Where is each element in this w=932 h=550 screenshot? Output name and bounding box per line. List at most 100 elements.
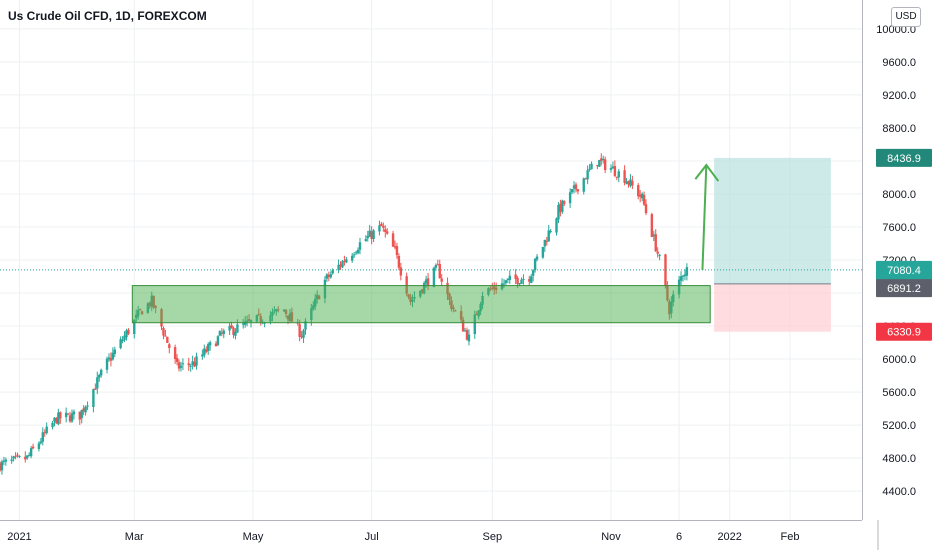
currency-button[interactable]: USD: [891, 7, 921, 27]
candle: [109, 352, 113, 367]
candle: [652, 230, 655, 241]
candle-body: [329, 274, 332, 278]
candle: [119, 336, 122, 350]
candle-body: [506, 278, 510, 280]
candle-body: [189, 365, 192, 367]
candle: [378, 220, 381, 236]
candle-body: [522, 278, 525, 280]
candle-body: [64, 412, 68, 418]
candle-body: [625, 181, 628, 184]
candle-body: [98, 374, 101, 378]
candle-body: [222, 330, 225, 335]
candle-body: [55, 418, 58, 424]
candle-body: [399, 267, 403, 276]
candle-body: [41, 432, 45, 442]
candle: [535, 254, 539, 262]
candle: [559, 199, 562, 217]
candle-body: [66, 413, 70, 415]
candle-body: [201, 354, 204, 357]
candle: [302, 328, 305, 343]
candle-body: [298, 324, 301, 337]
candle-body: [37, 443, 41, 449]
candle-body: [220, 332, 224, 334]
candle-body: [187, 363, 190, 366]
candle: [609, 164, 613, 173]
candle-body: [86, 405, 89, 407]
candle-body: [84, 406, 87, 413]
price-tick-label: 8800.0: [882, 123, 916, 135]
price-tick-label: 8000.0: [882, 189, 916, 201]
candle-body: [341, 261, 344, 268]
candle-body: [543, 239, 547, 247]
candle: [123, 331, 126, 343]
candle-body: [111, 352, 115, 360]
candle: [584, 177, 587, 180]
candle-body: [541, 246, 545, 258]
candle-body: [440, 278, 443, 282]
candle-body: [405, 276, 408, 294]
candle-body: [78, 411, 81, 420]
candle: [541, 246, 545, 259]
candle-body: [236, 324, 239, 333]
candle: [234, 328, 237, 340]
target-price-tag-label: 8436.9: [887, 153, 921, 165]
candle-body: [350, 255, 354, 261]
candle-body: [331, 270, 334, 274]
candle-body: [0, 463, 2, 471]
candle-body: [432, 267, 436, 288]
candle: [382, 222, 385, 232]
candle-body: [82, 408, 85, 412]
candle-body: [302, 330, 305, 338]
candle-body: [644, 204, 648, 214]
candle-body: [679, 276, 683, 281]
candle-body: [640, 193, 644, 199]
candle-body: [603, 159, 607, 171]
candle-body: [504, 280, 508, 284]
candle-body: [588, 168, 591, 170]
candle: [341, 260, 344, 269]
candle-body: [24, 456, 27, 460]
candle: [82, 405, 85, 416]
candle-body: [72, 411, 76, 415]
candle: [222, 328, 225, 339]
candle: [352, 252, 356, 258]
candle: [574, 182, 578, 193]
price-tick-label: 9600.0: [882, 57, 916, 69]
candle-body: [528, 279, 531, 282]
candle: [386, 228, 389, 235]
candle-body: [4, 459, 8, 462]
candle-body: [372, 230, 375, 239]
candle-body: [300, 335, 303, 338]
candle: [66, 413, 70, 416]
price-tick-label: 6000.0: [882, 354, 916, 366]
candle: [590, 161, 593, 170]
candle-body: [654, 234, 657, 252]
candle-body: [681, 275, 685, 277]
stop-zone: [714, 283, 831, 332]
candle: [125, 328, 128, 341]
candle-body: [216, 336, 220, 345]
candle: [642, 191, 646, 206]
candle-body: [127, 329, 130, 334]
target-price-tag: 8436.9: [876, 148, 932, 167]
candle: [2, 456, 6, 466]
candle: [561, 199, 564, 214]
candle-body: [166, 336, 169, 343]
candle: [53, 417, 56, 427]
candle-body: [113, 349, 117, 354]
candle-body: [656, 251, 659, 254]
candle: [181, 358, 185, 371]
candle: [177, 359, 181, 372]
candle-body: [395, 246, 399, 256]
candle: [576, 189, 580, 195]
candle-body: [234, 331, 237, 336]
candle: [78, 411, 81, 425]
grid: [0, 0, 862, 520]
candle: [68, 411, 72, 423]
candle-body: [343, 260, 346, 262]
candle-body: [518, 283, 521, 285]
candle: [31, 443, 35, 450]
candle-body: [57, 412, 60, 425]
